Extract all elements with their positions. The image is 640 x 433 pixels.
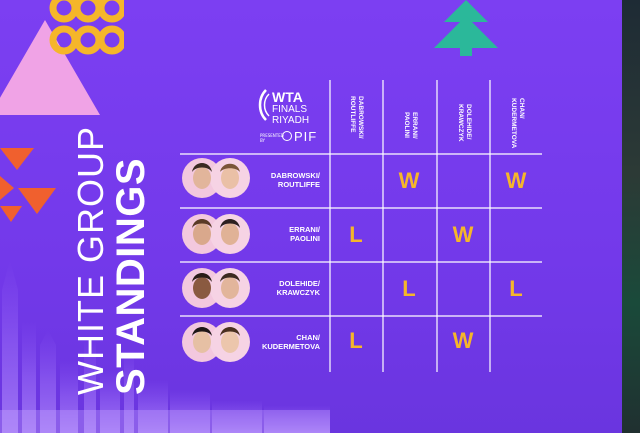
team-row-4: CHAN/ KUDERMETOVA xyxy=(180,316,326,368)
column-header-3: DOLEHIDE/ KRAWCZYK xyxy=(457,104,472,142)
orange-triangles-decoration xyxy=(0,148,56,222)
team-photos-avatar xyxy=(182,214,250,254)
column-header-4: CHAN/ KUDERMETOVA xyxy=(510,98,525,149)
result-cell: W xyxy=(452,222,474,247)
result-cell: W xyxy=(452,328,474,353)
team-label: DOLEHIDE/ KRAWCZYK xyxy=(276,279,320,297)
team-row-3: DOLEHIDE/ KRAWCZYK xyxy=(180,262,326,314)
logo-event-line-2: RIYADH xyxy=(272,115,310,126)
pink-triangle-decoration xyxy=(0,20,100,115)
logo-sponsor: PIF xyxy=(294,129,318,144)
result-cell: W xyxy=(505,168,527,193)
vertical-title: WHITE GROUP STANDINGS xyxy=(70,95,182,395)
team-photos-avatar xyxy=(182,268,250,308)
city-skyline-decoration xyxy=(0,260,330,433)
title-line-2: STANDINGS xyxy=(109,157,153,395)
result-cell: L xyxy=(349,328,363,353)
title-line-1: WHITE GROUP xyxy=(70,126,111,395)
team-label: CHAN/ KUDERMETOVA xyxy=(261,333,320,351)
logo-brand: WTA xyxy=(272,89,303,105)
logo-presented-by: PRESENTED BY xyxy=(260,133,284,143)
team-photos-avatar xyxy=(182,158,250,198)
team-row-1: DABROWSKI/ ROUTLIFFE xyxy=(180,154,326,206)
team-row-2: ERRANI/ PAOLINI xyxy=(180,208,326,260)
result-cell: L xyxy=(349,222,363,247)
team-label: ERRANI/ PAOLINI xyxy=(289,225,320,243)
column-header-1: DABROWSKI/ ROUTLIFFE xyxy=(349,96,364,139)
pif-seal-icon xyxy=(282,131,292,141)
result-cell: L xyxy=(402,276,416,301)
gold-rings-decoration xyxy=(49,0,124,55)
wta-arc-icon xyxy=(258,89,270,121)
result-cell: W xyxy=(398,168,420,193)
right-edge-photo-strip xyxy=(622,0,640,433)
team-photos-avatar xyxy=(182,322,250,362)
result-cell: L xyxy=(509,276,523,301)
team-label: DABROWSKI/ ROUTLIFFE xyxy=(270,171,320,189)
teal-tree-decoration xyxy=(434,0,498,56)
wta-finals-logo: WTA FINALS RIYADH PRESENTED BY PIF xyxy=(250,88,330,152)
logo-event-line-1: FINALS xyxy=(272,104,308,115)
